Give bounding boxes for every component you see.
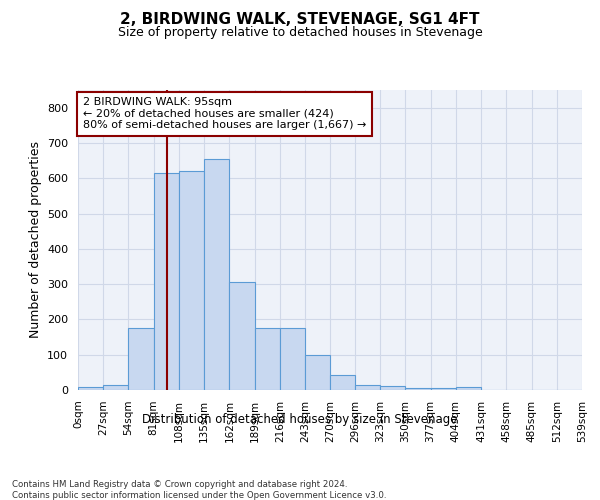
Bar: [204, 159, 229, 390]
Bar: [456, 387, 481, 390]
Text: Distribution of detached houses by size in Stevenage: Distribution of detached houses by size …: [142, 412, 458, 426]
Text: 2 BIRDWING WALK: 95sqm
← 20% of detached houses are smaller (424)
80% of semi-de: 2 BIRDWING WALK: 95sqm ← 20% of detached…: [83, 97, 366, 130]
Bar: [280, 328, 305, 390]
Bar: [179, 171, 204, 390]
Bar: [305, 354, 331, 390]
Text: Size of property relative to detached houses in Stevenage: Size of property relative to detached ho…: [118, 26, 482, 39]
Bar: [431, 388, 456, 390]
Bar: [380, 386, 405, 390]
Bar: [103, 384, 128, 390]
Bar: [331, 375, 355, 390]
Y-axis label: Number of detached properties: Number of detached properties: [29, 142, 41, 338]
Bar: [229, 282, 255, 390]
Text: Contains HM Land Registry data © Crown copyright and database right 2024.
Contai: Contains HM Land Registry data © Crown c…: [12, 480, 386, 500]
Bar: [355, 384, 380, 390]
Bar: [78, 387, 103, 390]
Bar: [128, 328, 154, 390]
Text: 2, BIRDWING WALK, STEVENAGE, SG1 4FT: 2, BIRDWING WALK, STEVENAGE, SG1 4FT: [120, 12, 480, 28]
Bar: [154, 173, 179, 390]
Bar: [405, 388, 431, 390]
Bar: [255, 328, 280, 390]
